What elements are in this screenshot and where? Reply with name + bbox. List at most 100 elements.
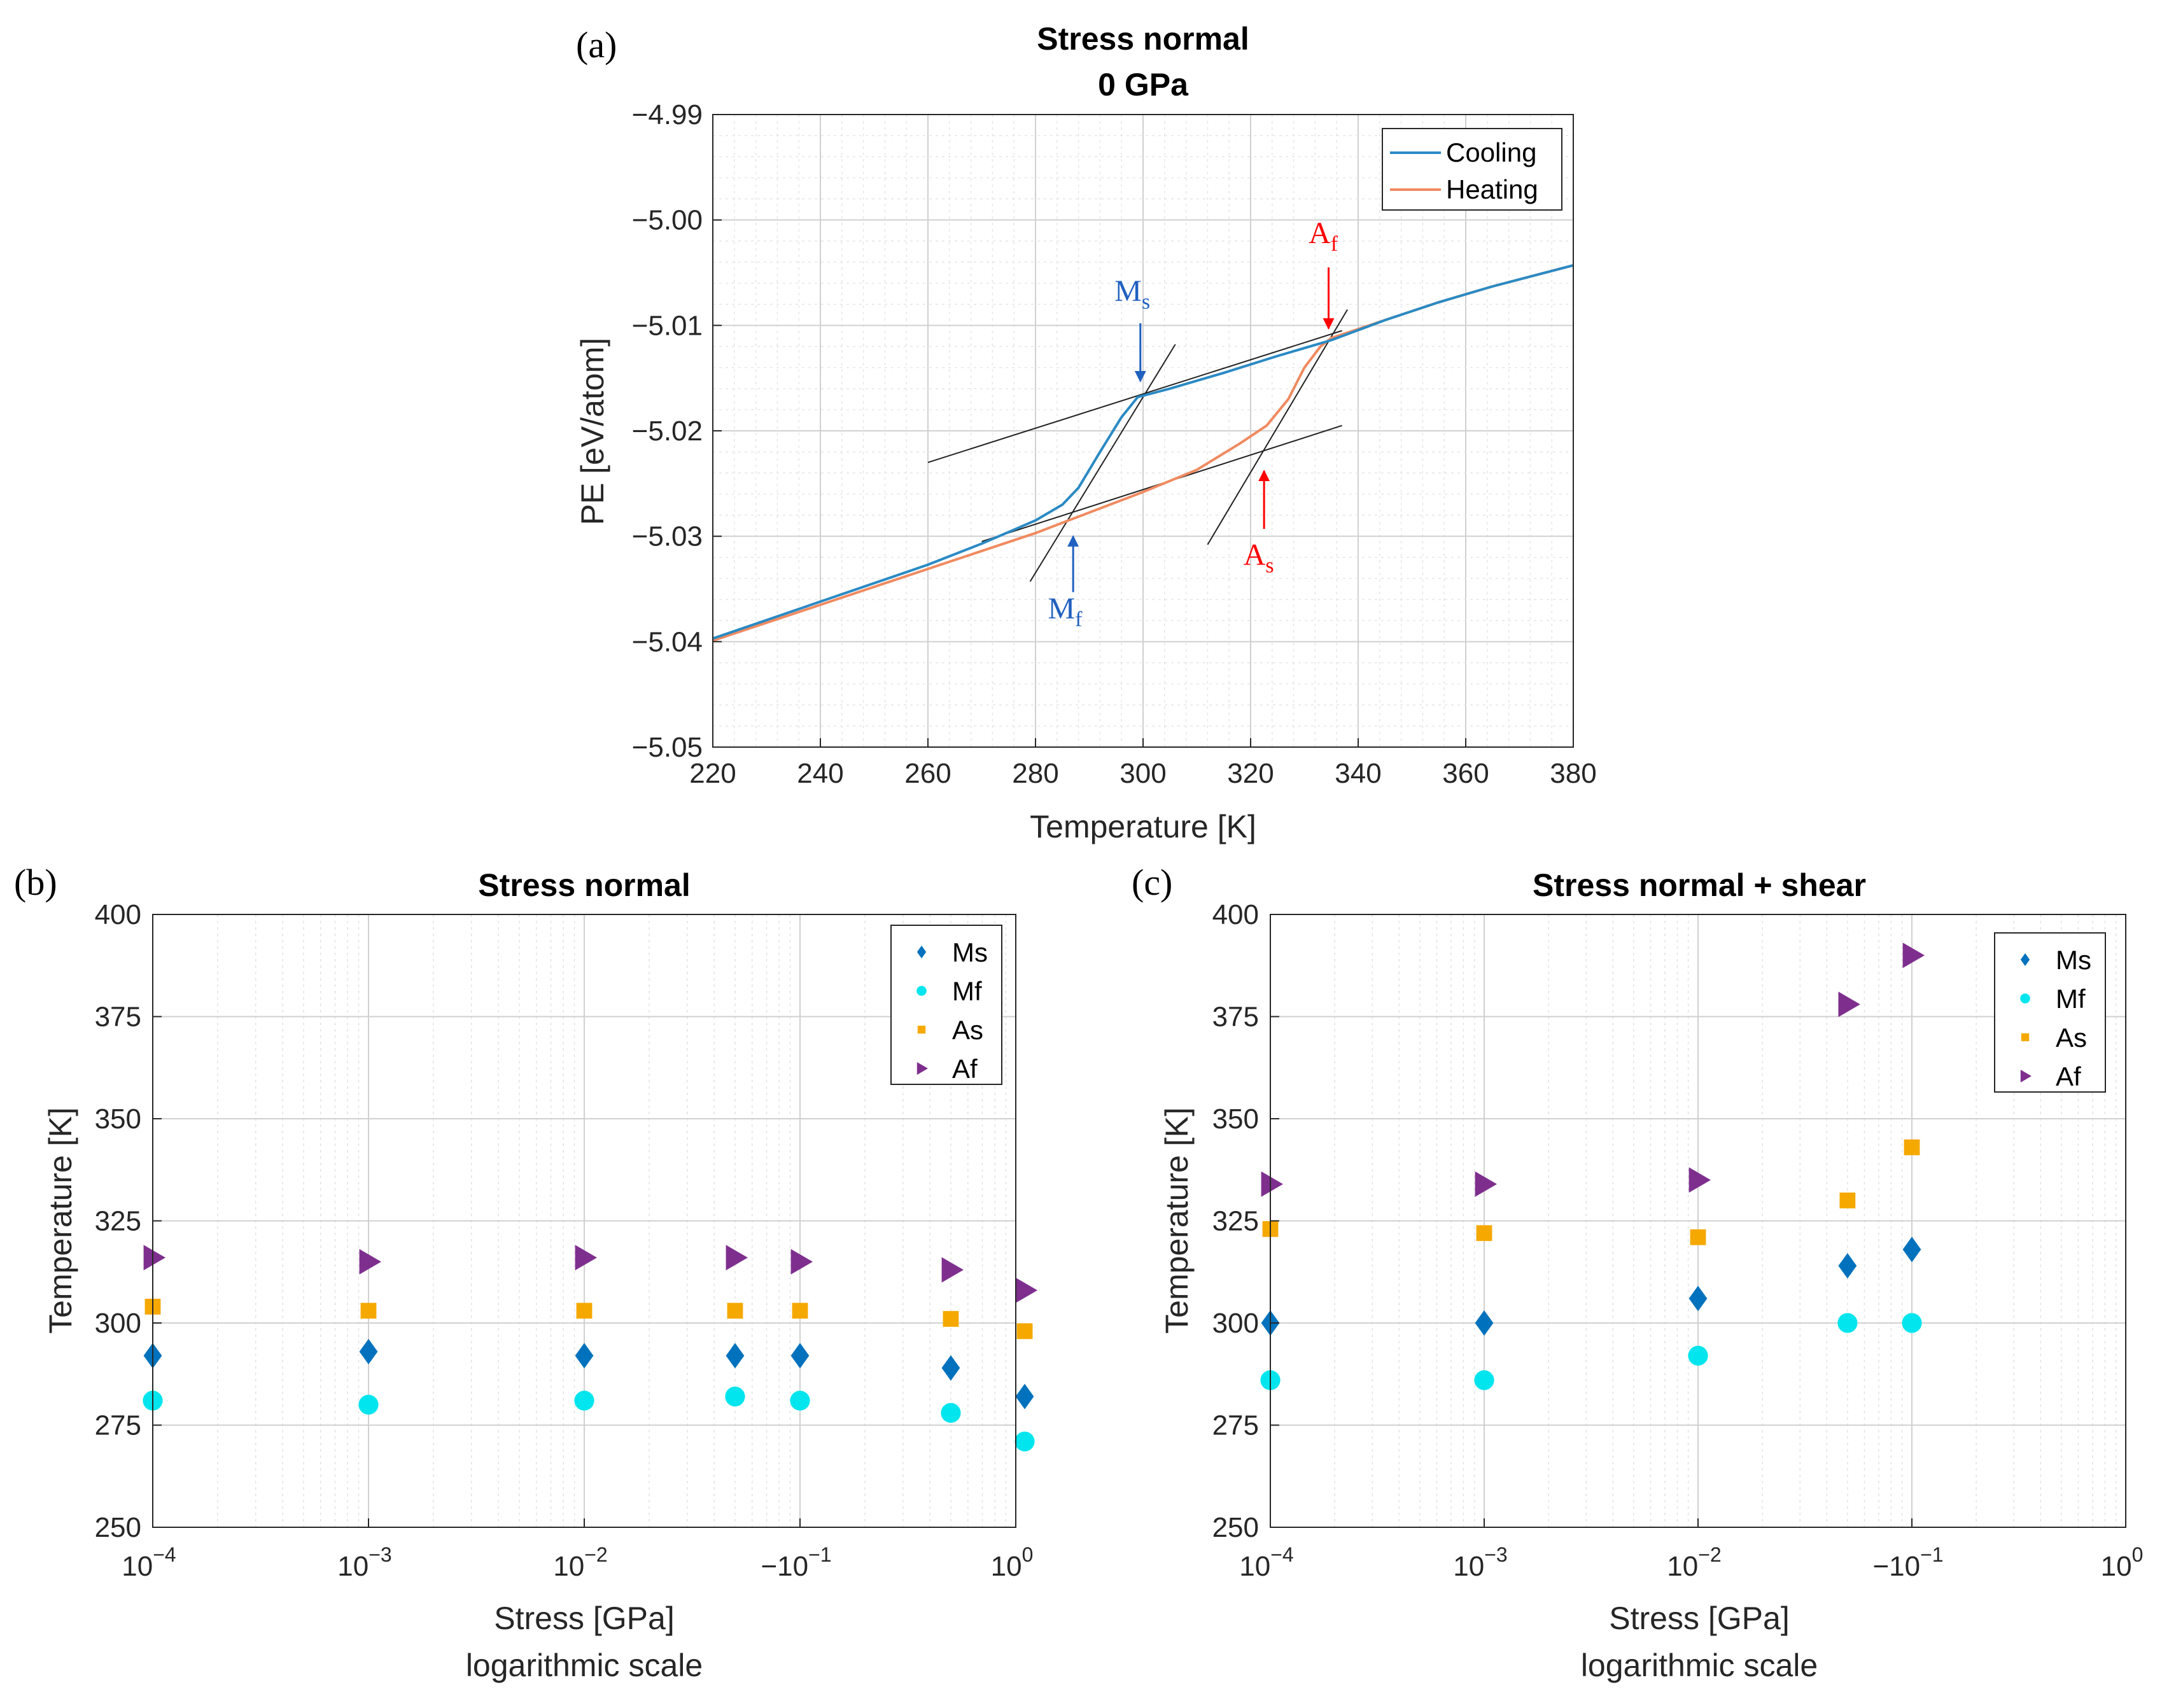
- point-mf: [941, 1403, 961, 1423]
- point-af: [1261, 1171, 1283, 1197]
- y-tick-label: 375: [1212, 1002, 1259, 1033]
- y-tick-label: −5.04: [632, 626, 703, 657]
- y-tick-label: 250: [1212, 1512, 1259, 1543]
- annotations: Ms Mf Af As: [1048, 216, 1338, 631]
- y-tick-label: 325: [1212, 1206, 1259, 1237]
- y-tick-label: −5.01: [632, 310, 703, 341]
- x-tick-label: 100: [2101, 1543, 2144, 1582]
- point-as: [792, 1303, 808, 1319]
- point-as: [1476, 1225, 1492, 1242]
- point-ms: [941, 1355, 960, 1381]
- legend-label-mf: Mf: [2056, 984, 2086, 1014]
- point-af: [1015, 1277, 1038, 1303]
- x-tick-label: 220: [689, 758, 736, 789]
- panel-b-stress-normal: 250 275 300 325 350 375 400 10−4 10−3 10−2 −10−1 10…: [14, 862, 1038, 1683]
- x-tick-label: 240: [797, 758, 843, 789]
- y-tick-label: −5.03: [632, 521, 703, 552]
- x-tick-label: 260: [904, 758, 951, 789]
- x-axis-label: Temperature [K]: [1030, 809, 1256, 844]
- x-tick-label: 10−4: [1239, 1543, 1293, 1582]
- x-tick-label: 10−3: [1453, 1543, 1507, 1582]
- point-as: [943, 1311, 959, 1327]
- legend-label-ms: Ms: [2056, 945, 2091, 975]
- x-tick-label: 100: [991, 1543, 1034, 1582]
- legend-label-af: Af: [2056, 1061, 2081, 1091]
- x-tick-label: −10−1: [1872, 1543, 1943, 1582]
- y-tick-label: 375: [95, 1002, 141, 1033]
- legend: Ms Mf As Af: [1994, 932, 2106, 1093]
- panel-c-stress-normal-shear: 250 275 300 325 350 375 400 10−4 10−3 10−2 −10−1 10…: [1132, 862, 2143, 1683]
- x-tick-label: 10−4: [122, 1543, 176, 1582]
- point-as: [1904, 1139, 1920, 1156]
- legend: Ms Mf As Af: [890, 925, 1002, 1085]
- annotation-Mf: Mf: [1048, 592, 1083, 631]
- x-axis-label-2: logarithmic scale: [466, 1648, 703, 1683]
- chart-title-line-2: 0 GPa: [1098, 67, 1189, 102]
- data-points: [1260, 942, 1925, 1390]
- x-tick-label: 280: [1012, 758, 1058, 789]
- x-tick-label: 340: [1335, 758, 1381, 789]
- data-points: [143, 1245, 1038, 1452]
- x-tick-label: 320: [1227, 758, 1274, 789]
- annotation-As: As: [1244, 538, 1274, 577]
- point-mf: [725, 1386, 745, 1407]
- legend-marker-ms: [2020, 953, 2030, 966]
- x-axis-label: Stress [GPa]: [1609, 1600, 1789, 1636]
- annotation-Ms: Ms: [1114, 274, 1150, 314]
- point-af: [726, 1245, 748, 1271]
- x-tick-label: 10−3: [337, 1543, 391, 1582]
- legend: Cooling Heating: [1382, 128, 1562, 211]
- y-tick-label: −5.02: [632, 416, 703, 447]
- point-as: [727, 1303, 743, 1319]
- point-af: [1688, 1167, 1711, 1193]
- legend-marker-mf: [2020, 993, 2030, 1004]
- legend-marker-af: [2020, 1070, 2032, 1082]
- tick-labels: 250 275 300 325 350 375 400 10−4 10−3 10−2 −10−1 10…: [95, 899, 1034, 1582]
- legend-label-as: As: [952, 1015, 983, 1045]
- tangent-line: [1029, 344, 1176, 582]
- series-line-cooling: [712, 263, 1574, 640]
- point-af: [359, 1249, 381, 1275]
- point-mf: [1688, 1345, 1708, 1366]
- y-axis-label: Temperature [K]: [1159, 1107, 1195, 1334]
- point-mf: [574, 1390, 594, 1411]
- x-tick-label: 300: [1120, 758, 1166, 789]
- point-ms: [726, 1343, 745, 1369]
- legend-marker-as: [2021, 1033, 2030, 1042]
- legend-label-as: As: [2056, 1023, 2087, 1053]
- chart-title: Stress normal + shear: [1533, 867, 1866, 903]
- x-tick-label: 10−2: [553, 1543, 607, 1582]
- point-af: [1838, 991, 1860, 1018]
- panel-label: (a): [576, 24, 617, 66]
- legend-marker-as: [917, 1025, 926, 1034]
- y-tick-label: 350: [95, 1103, 141, 1135]
- panel-a-pe-vs-temperature: 220 240 260 280 300 320 340 360 380 −5.05 −5.04 −5.…: [575, 21, 1597, 844]
- point-mf: [1014, 1431, 1035, 1452]
- legend-label-af: Af: [952, 1054, 978, 1084]
- tick-labels: 220 240 260 280 300 320 340 360 380 −5.05 −5.04 −5.…: [632, 99, 1597, 789]
- y-tick-label: 250: [95, 1512, 141, 1543]
- point-mf: [1474, 1370, 1494, 1390]
- legend-label-heating: Heating: [1446, 174, 1538, 204]
- point-af: [790, 1249, 813, 1275]
- legend-box: [1994, 932, 2106, 1093]
- y-axis-label: Temperature [K]: [43, 1107, 78, 1334]
- point-af: [1902, 942, 1925, 969]
- chart-title-line-1: Stress normal: [1037, 21, 1249, 57]
- y-tick-label: 400: [1212, 899, 1259, 930]
- point-ms: [575, 1343, 594, 1369]
- y-tick-label: −5.05: [632, 732, 703, 763]
- grid: [712, 114, 1574, 748]
- legend-marker-af: [916, 1062, 928, 1075]
- x-axis-label-2: logarithmic scale: [1581, 1648, 1818, 1683]
- point-as: [1016, 1323, 1033, 1340]
- point-af: [1475, 1171, 1497, 1197]
- legend-label-mf: Mf: [952, 976, 982, 1006]
- legend-box: [1382, 128, 1562, 211]
- point-as: [1690, 1229, 1706, 1245]
- legend-box: [890, 925, 1002, 1085]
- point-as: [576, 1303, 593, 1319]
- tangent-line: [1207, 309, 1348, 545]
- point-af: [941, 1257, 964, 1283]
